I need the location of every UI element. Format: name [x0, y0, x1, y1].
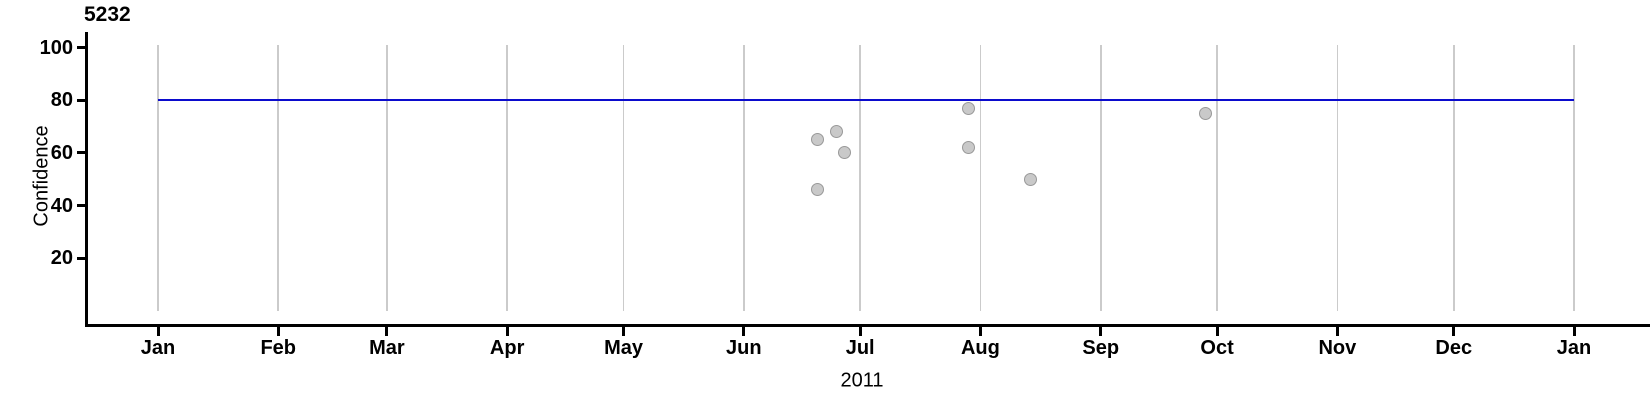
y-tick-label: 20	[50, 247, 73, 270]
x-tick-label: Jan	[140, 337, 176, 359]
data-point	[1024, 172, 1038, 186]
x-axis-tick	[978, 327, 982, 336]
y-axis-tick	[77, 46, 85, 50]
x-axis-tick	[156, 327, 160, 336]
x-tick-label: Jul	[845, 337, 875, 359]
x-axis-tick	[1452, 327, 1456, 336]
x-axis-tick	[1572, 327, 1576, 336]
y-axis-tick	[77, 256, 85, 260]
month-gridline	[979, 45, 982, 311]
x-tick-label: Jun	[726, 337, 762, 359]
y-tick-label: 100	[39, 36, 73, 59]
month-gridline	[506, 45, 508, 311]
month-gridline	[1216, 45, 1218, 311]
x-tick-label: Apr	[489, 337, 525, 359]
x-tick-label: May	[604, 337, 643, 359]
month-gridline	[859, 45, 861, 311]
x-tick-label: Feb	[260, 337, 297, 359]
x-axis-title: 2011	[840, 369, 884, 392]
month-gridline	[1336, 45, 1339, 311]
data-point	[838, 146, 852, 160]
x-axis-tick	[1335, 327, 1339, 336]
x-axis-tick	[622, 327, 626, 336]
x-axis-tick	[1099, 327, 1103, 336]
x-tick-label: Dec	[1435, 337, 1473, 359]
x-axis-tick	[742, 327, 746, 336]
month-gridline	[742, 45, 745, 311]
y-tick-label: 40	[50, 194, 73, 217]
month-gridline	[1452, 45, 1455, 311]
y-axis-line	[85, 32, 88, 327]
month-gridline	[1099, 45, 1102, 311]
threshold-line	[158, 99, 1574, 102]
x-tick-label: Mar	[369, 337, 405, 359]
data-point	[811, 133, 824, 147]
y-tick-label: 60	[50, 141, 73, 164]
month-gridline	[622, 45, 625, 311]
data-point	[811, 183, 824, 197]
y-tick-label: 80	[50, 89, 73, 112]
data-point	[830, 125, 844, 139]
y-axis-tick	[77, 98, 85, 102]
x-axis-line	[85, 324, 1650, 327]
data-point	[1198, 106, 1212, 120]
x-tick-label: Sep	[1082, 337, 1120, 359]
x-axis-tick	[276, 327, 280, 336]
month-gridline	[386, 45, 388, 311]
month-gridline	[277, 45, 280, 311]
chart-title: 5232	[84, 3, 131, 26]
x-tick-label: Aug	[960, 337, 1000, 359]
month-gridline	[157, 45, 159, 311]
x-tick-label: Nov	[1318, 337, 1357, 359]
x-tick-label: Jan	[1556, 337, 1592, 359]
month-gridline	[1573, 45, 1575, 311]
y-axis-tick	[77, 151, 85, 155]
data-point	[962, 101, 976, 115]
x-axis-tick	[505, 327, 509, 336]
x-axis-tick	[858, 327, 862, 336]
y-axis-tick	[77, 204, 85, 208]
x-axis-tick	[385, 327, 389, 336]
x-axis-tick	[1215, 327, 1219, 336]
data-point	[962, 141, 976, 155]
x-tick-label: Oct	[1200, 337, 1234, 359]
